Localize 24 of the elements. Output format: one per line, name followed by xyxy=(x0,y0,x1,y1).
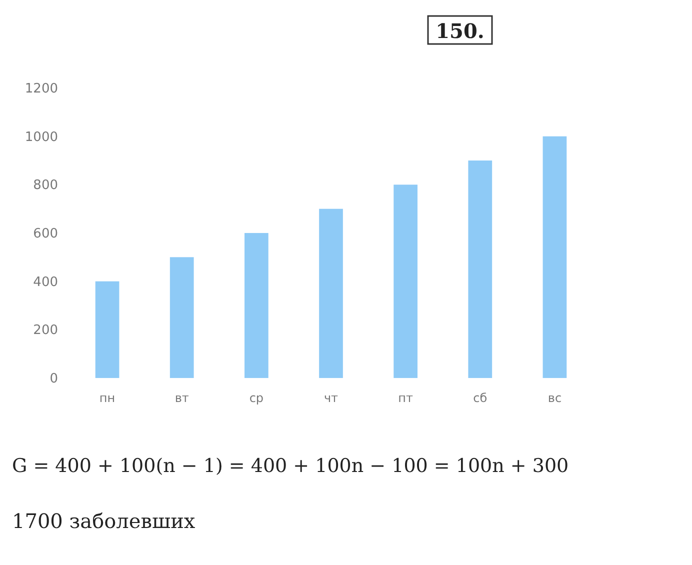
bar xyxy=(244,233,268,378)
text: G = 400 + 100(n − 1) = 400 + 100n − 100 = 100n + 300 xyxy=(12,455,569,477)
y-tick-label: 200 xyxy=(33,323,58,338)
bar xyxy=(468,160,492,378)
x-tick-label: чт xyxy=(324,391,338,405)
y-tick-label: 600 xyxy=(33,226,58,242)
x-tick-label: пт xyxy=(398,391,413,405)
y-tick-label: 800 xyxy=(33,178,58,194)
x-tick-label: вс xyxy=(548,391,562,405)
bar xyxy=(319,208,343,378)
y-tick-label: 1200 xyxy=(24,82,58,97)
bar xyxy=(394,184,418,378)
bar xyxy=(95,281,120,378)
x-tick-label: сб xyxy=(473,391,488,405)
chart-title: 150. xyxy=(436,19,484,43)
text: 1700 заболевших xyxy=(12,509,196,533)
x-tick-label: вт xyxy=(174,391,189,405)
bar xyxy=(542,136,567,378)
bar xyxy=(170,257,194,378)
y-tick-label: 400 xyxy=(33,274,58,290)
x-tick-label: ср xyxy=(249,391,264,405)
y-tick-label: 1000 xyxy=(24,130,58,145)
x-tick-label: пн xyxy=(99,391,116,405)
y-tick-label: 0 xyxy=(50,372,58,387)
